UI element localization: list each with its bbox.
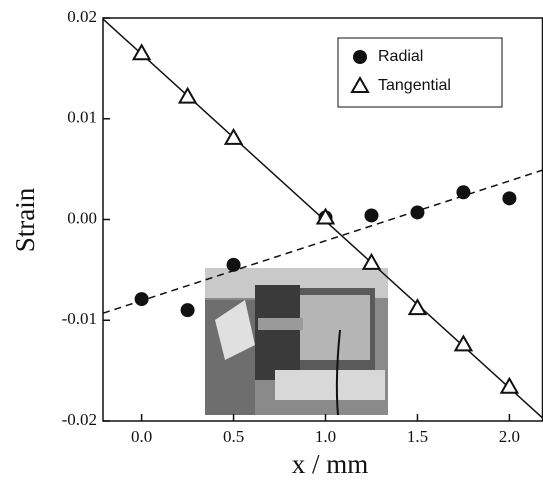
legend-box bbox=[337, 37, 503, 108]
y-tick-label: -0.01 bbox=[62, 309, 97, 328]
x-tick-label: 1.0 bbox=[315, 427, 336, 446]
y-axis-label: Strain bbox=[10, 187, 40, 252]
data-point bbox=[407, 298, 428, 316]
y-tick-label: 0.02 bbox=[67, 7, 97, 26]
data-point bbox=[361, 252, 382, 270]
data-point bbox=[315, 207, 336, 225]
x-tick-label: 1.5 bbox=[407, 427, 428, 446]
legend-label: Radial bbox=[378, 48, 423, 65]
data-point bbox=[453, 334, 474, 352]
data-point bbox=[177, 86, 198, 104]
x-tick-label: 0.0 bbox=[131, 427, 152, 446]
data-point bbox=[134, 292, 149, 307]
data-point bbox=[364, 208, 379, 223]
x-tick-label: 0.5 bbox=[223, 427, 244, 446]
y-tick-label: -0.02 bbox=[62, 410, 97, 429]
data-point bbox=[226, 257, 241, 272]
legend-marker bbox=[350, 75, 370, 93]
inset-photo bbox=[205, 268, 388, 416]
data-point bbox=[499, 376, 520, 394]
data-point bbox=[223, 127, 244, 145]
data-point bbox=[410, 205, 425, 220]
legend-label: Tangential bbox=[378, 77, 451, 94]
data-point bbox=[456, 185, 471, 200]
data-point bbox=[180, 303, 195, 318]
x-axis-label: x / mm bbox=[292, 449, 369, 479]
data-point bbox=[502, 191, 517, 206]
y-tick-label: 0.00 bbox=[67, 208, 97, 227]
legend-marker bbox=[353, 50, 367, 64]
data-point bbox=[131, 43, 152, 61]
y-tick-label: 0.01 bbox=[67, 108, 97, 127]
x-tick-label: 2.0 bbox=[499, 427, 520, 446]
